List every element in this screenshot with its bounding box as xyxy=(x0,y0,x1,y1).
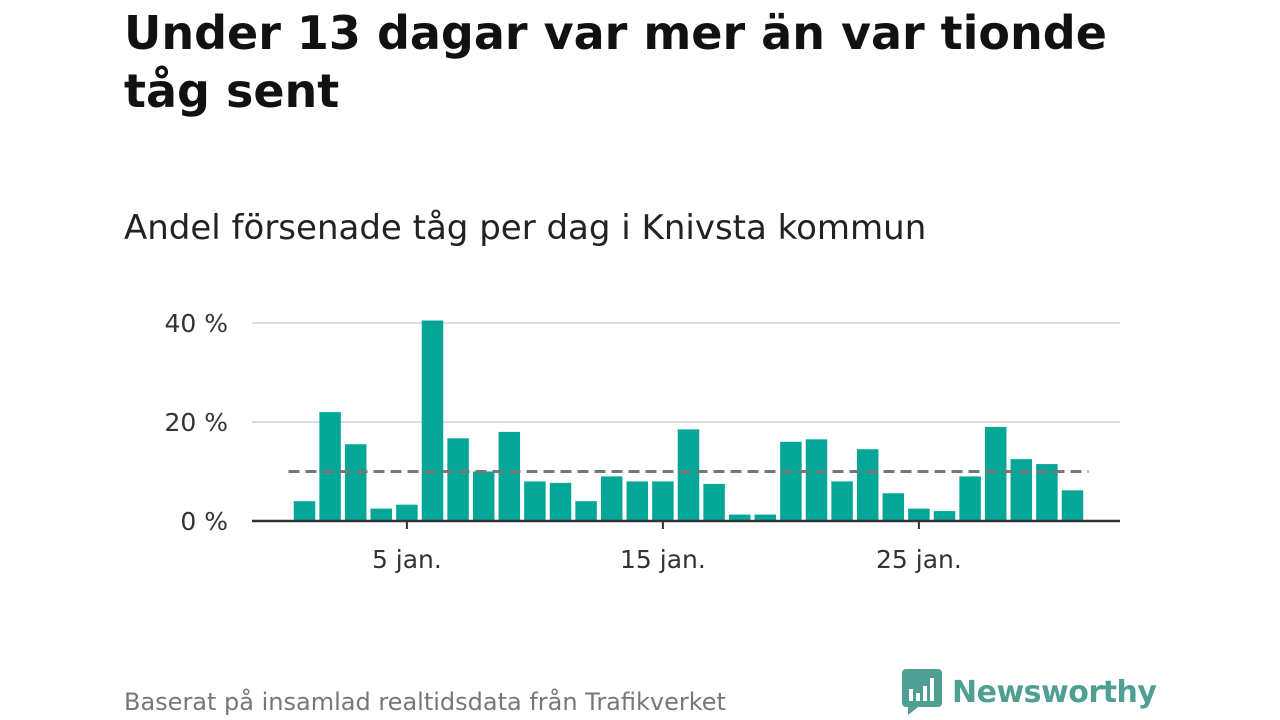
bar-20-jan xyxy=(780,441,802,521)
bar-10-jan xyxy=(524,481,546,521)
logo-text: Newsworthy xyxy=(952,674,1157,710)
bar-8-jan xyxy=(472,471,495,521)
bar-7-jan xyxy=(447,438,469,521)
bar-31-jan xyxy=(1061,490,1084,521)
x-tick-label: 15 jan. xyxy=(620,545,706,574)
bar-26-jan xyxy=(933,511,956,521)
bar-21-jan xyxy=(805,439,828,521)
bar-11-jan xyxy=(549,482,572,521)
chart-subtitle: Andel försenade tåg per dag i Knivsta ko… xyxy=(124,208,927,248)
chart-title: Under 13 dagar var mer än var tionde tåg… xyxy=(124,6,1107,118)
bar-9-jan xyxy=(498,431,521,521)
x-axis xyxy=(252,519,1120,529)
bar-19-jan xyxy=(754,514,777,521)
bars xyxy=(293,320,1084,521)
bar-4-jan xyxy=(370,508,393,521)
bar-13-jan xyxy=(600,476,623,521)
x-tick-label: 25 jan. xyxy=(876,545,962,574)
y-tick-labels: 0 % 20 % 40 % xyxy=(164,309,228,536)
bar-25-jan xyxy=(908,508,930,521)
source-note: Baserat på insamlad realtidsdata från Tr… xyxy=(124,688,726,716)
bar-6-jan xyxy=(421,320,444,521)
newsworthy-logo-icon xyxy=(902,669,942,715)
y-tick-label: 0 % xyxy=(180,507,228,536)
bar-14-jan xyxy=(626,481,649,521)
bar-16-jan xyxy=(677,429,700,521)
bar-1-jan xyxy=(293,501,316,521)
bar-30-jan xyxy=(1036,464,1058,521)
bar-29-jan xyxy=(1010,459,1033,521)
newsworthy-logo: Newsworthy xyxy=(902,669,1157,715)
bar-2-jan xyxy=(319,412,341,521)
bar-28-jan xyxy=(984,426,1007,521)
bar-15-jan xyxy=(652,481,674,521)
bar-27-jan xyxy=(959,476,981,521)
x-tick-label: 5 jan. xyxy=(372,545,442,574)
bar-24-jan xyxy=(882,493,905,521)
bar-18-jan xyxy=(728,514,751,521)
bar-22-jan xyxy=(831,481,853,521)
bar-12-jan xyxy=(575,501,597,521)
bar-23-jan xyxy=(856,449,879,521)
bar-17-jan xyxy=(703,483,725,521)
x-tick-labels: 5 jan. 15 jan. 25 jan. xyxy=(372,545,962,574)
y-gridlines xyxy=(252,322,1120,423)
y-tick-label: 40 % xyxy=(164,309,228,338)
y-tick-label: 20 % xyxy=(164,408,228,437)
bar-3-jan xyxy=(344,444,367,521)
bar-5-jan xyxy=(396,504,418,521)
